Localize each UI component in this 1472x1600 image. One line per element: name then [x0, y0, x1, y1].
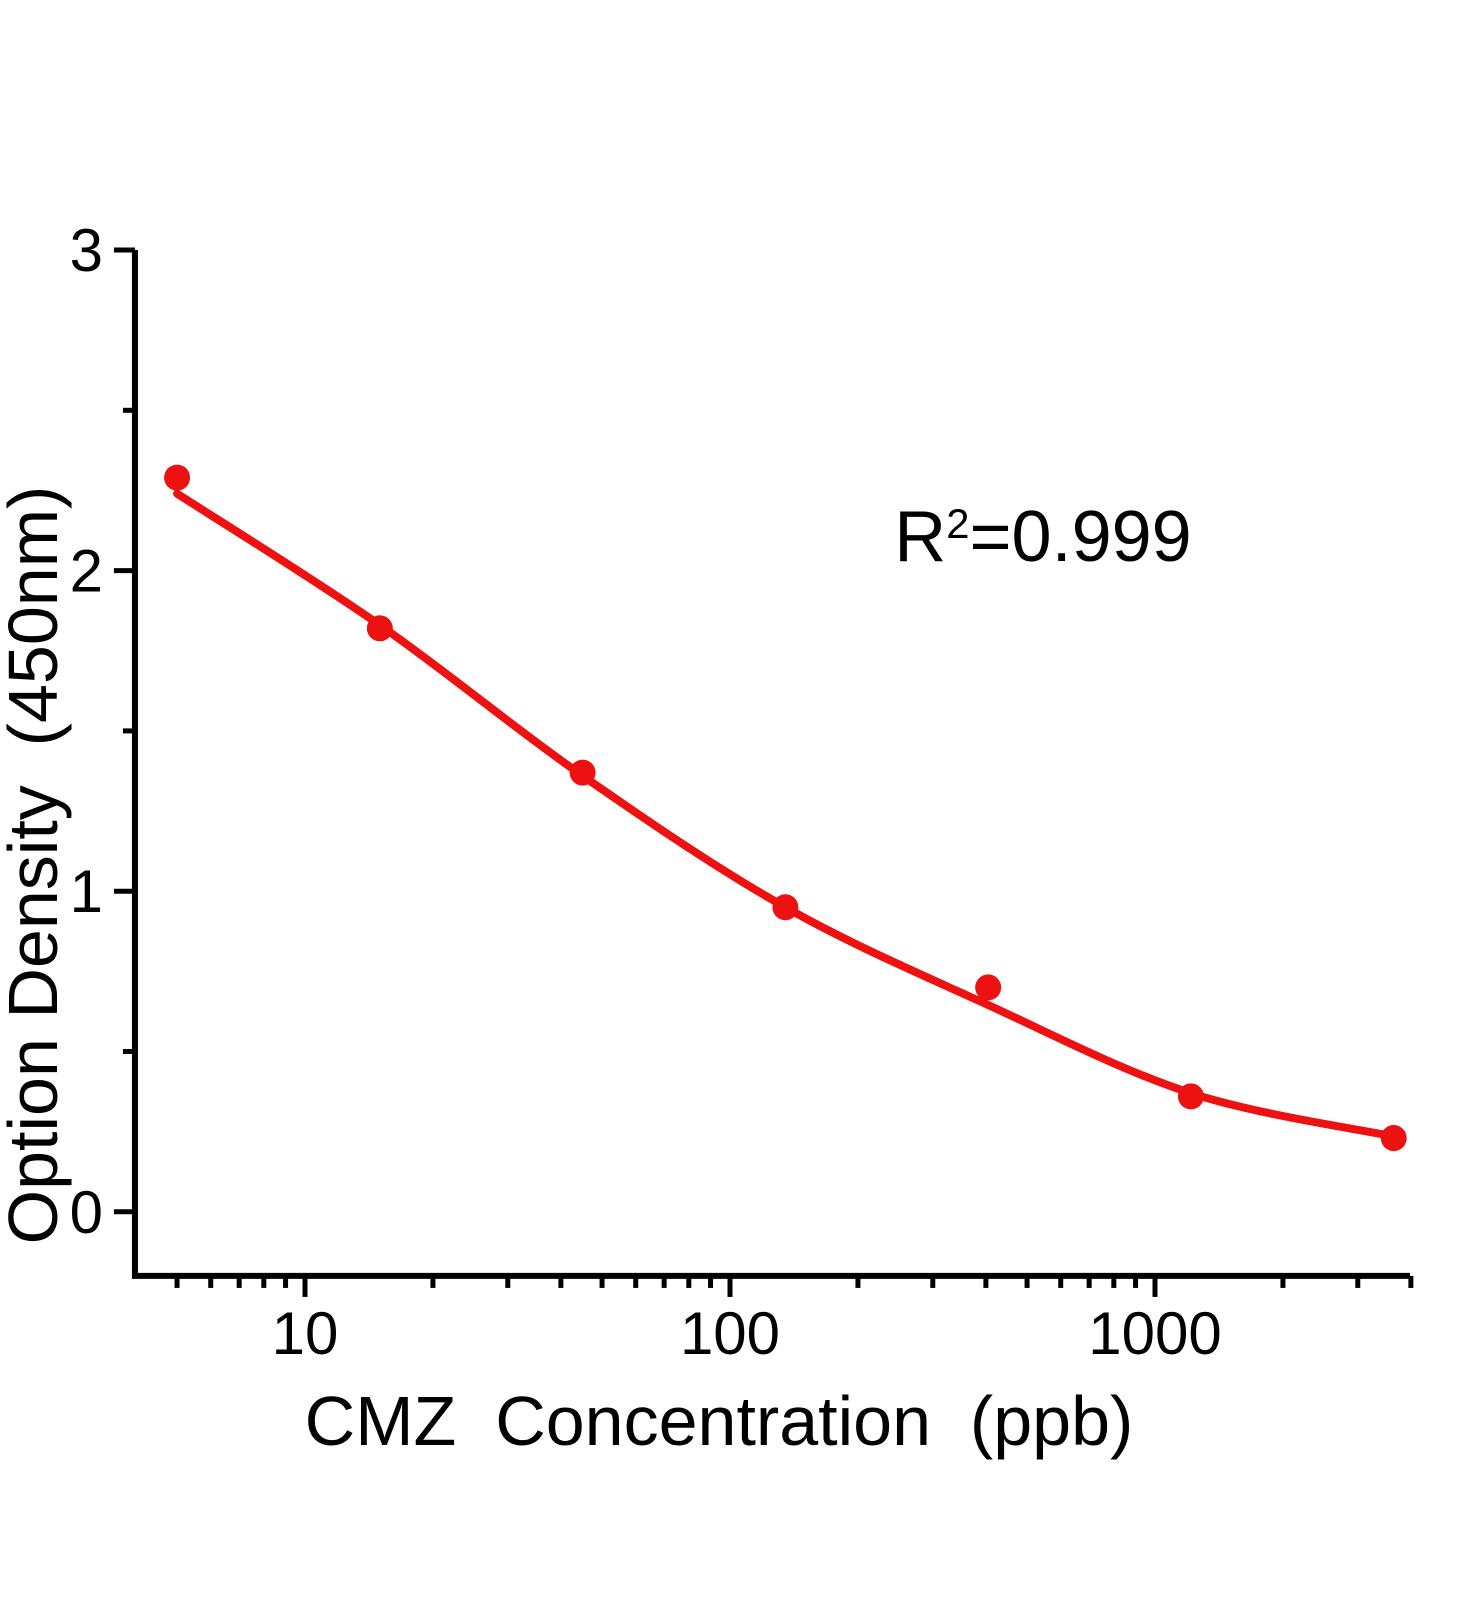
data-point — [772, 894, 799, 921]
axis-spines — [131, 250, 1410, 1279]
y-tick-label: 3 — [70, 217, 103, 284]
data-point — [975, 974, 1002, 1001]
data-point — [164, 464, 191, 491]
y-tick-label: 1 — [70, 858, 103, 925]
x-axis-title: CMZ Concentration (ppb) — [304, 1382, 1134, 1460]
r-squared-superscript: 2 — [946, 500, 970, 548]
r-squared-annotation: R2=0.999 — [894, 501, 1191, 573]
data-point — [1380, 1125, 1407, 1152]
data-point — [1177, 1083, 1204, 1110]
y-axis-title: Option Density (450nm) — [0, 485, 72, 1245]
data-point — [569, 759, 596, 786]
x-tick-label: 1000 — [1088, 1300, 1221, 1367]
y-tick-label: 0 — [70, 1179, 103, 1246]
r-squared-value: =0.999 — [969, 497, 1192, 577]
fit-curve — [173, 489, 1398, 1141]
x-tick-label: 100 — [680, 1300, 780, 1367]
y-tick-label: 2 — [70, 538, 103, 605]
data-point — [366, 615, 393, 642]
r-squared-prefix: R — [894, 497, 947, 577]
x-tick-label: 10 — [272, 1300, 339, 1367]
